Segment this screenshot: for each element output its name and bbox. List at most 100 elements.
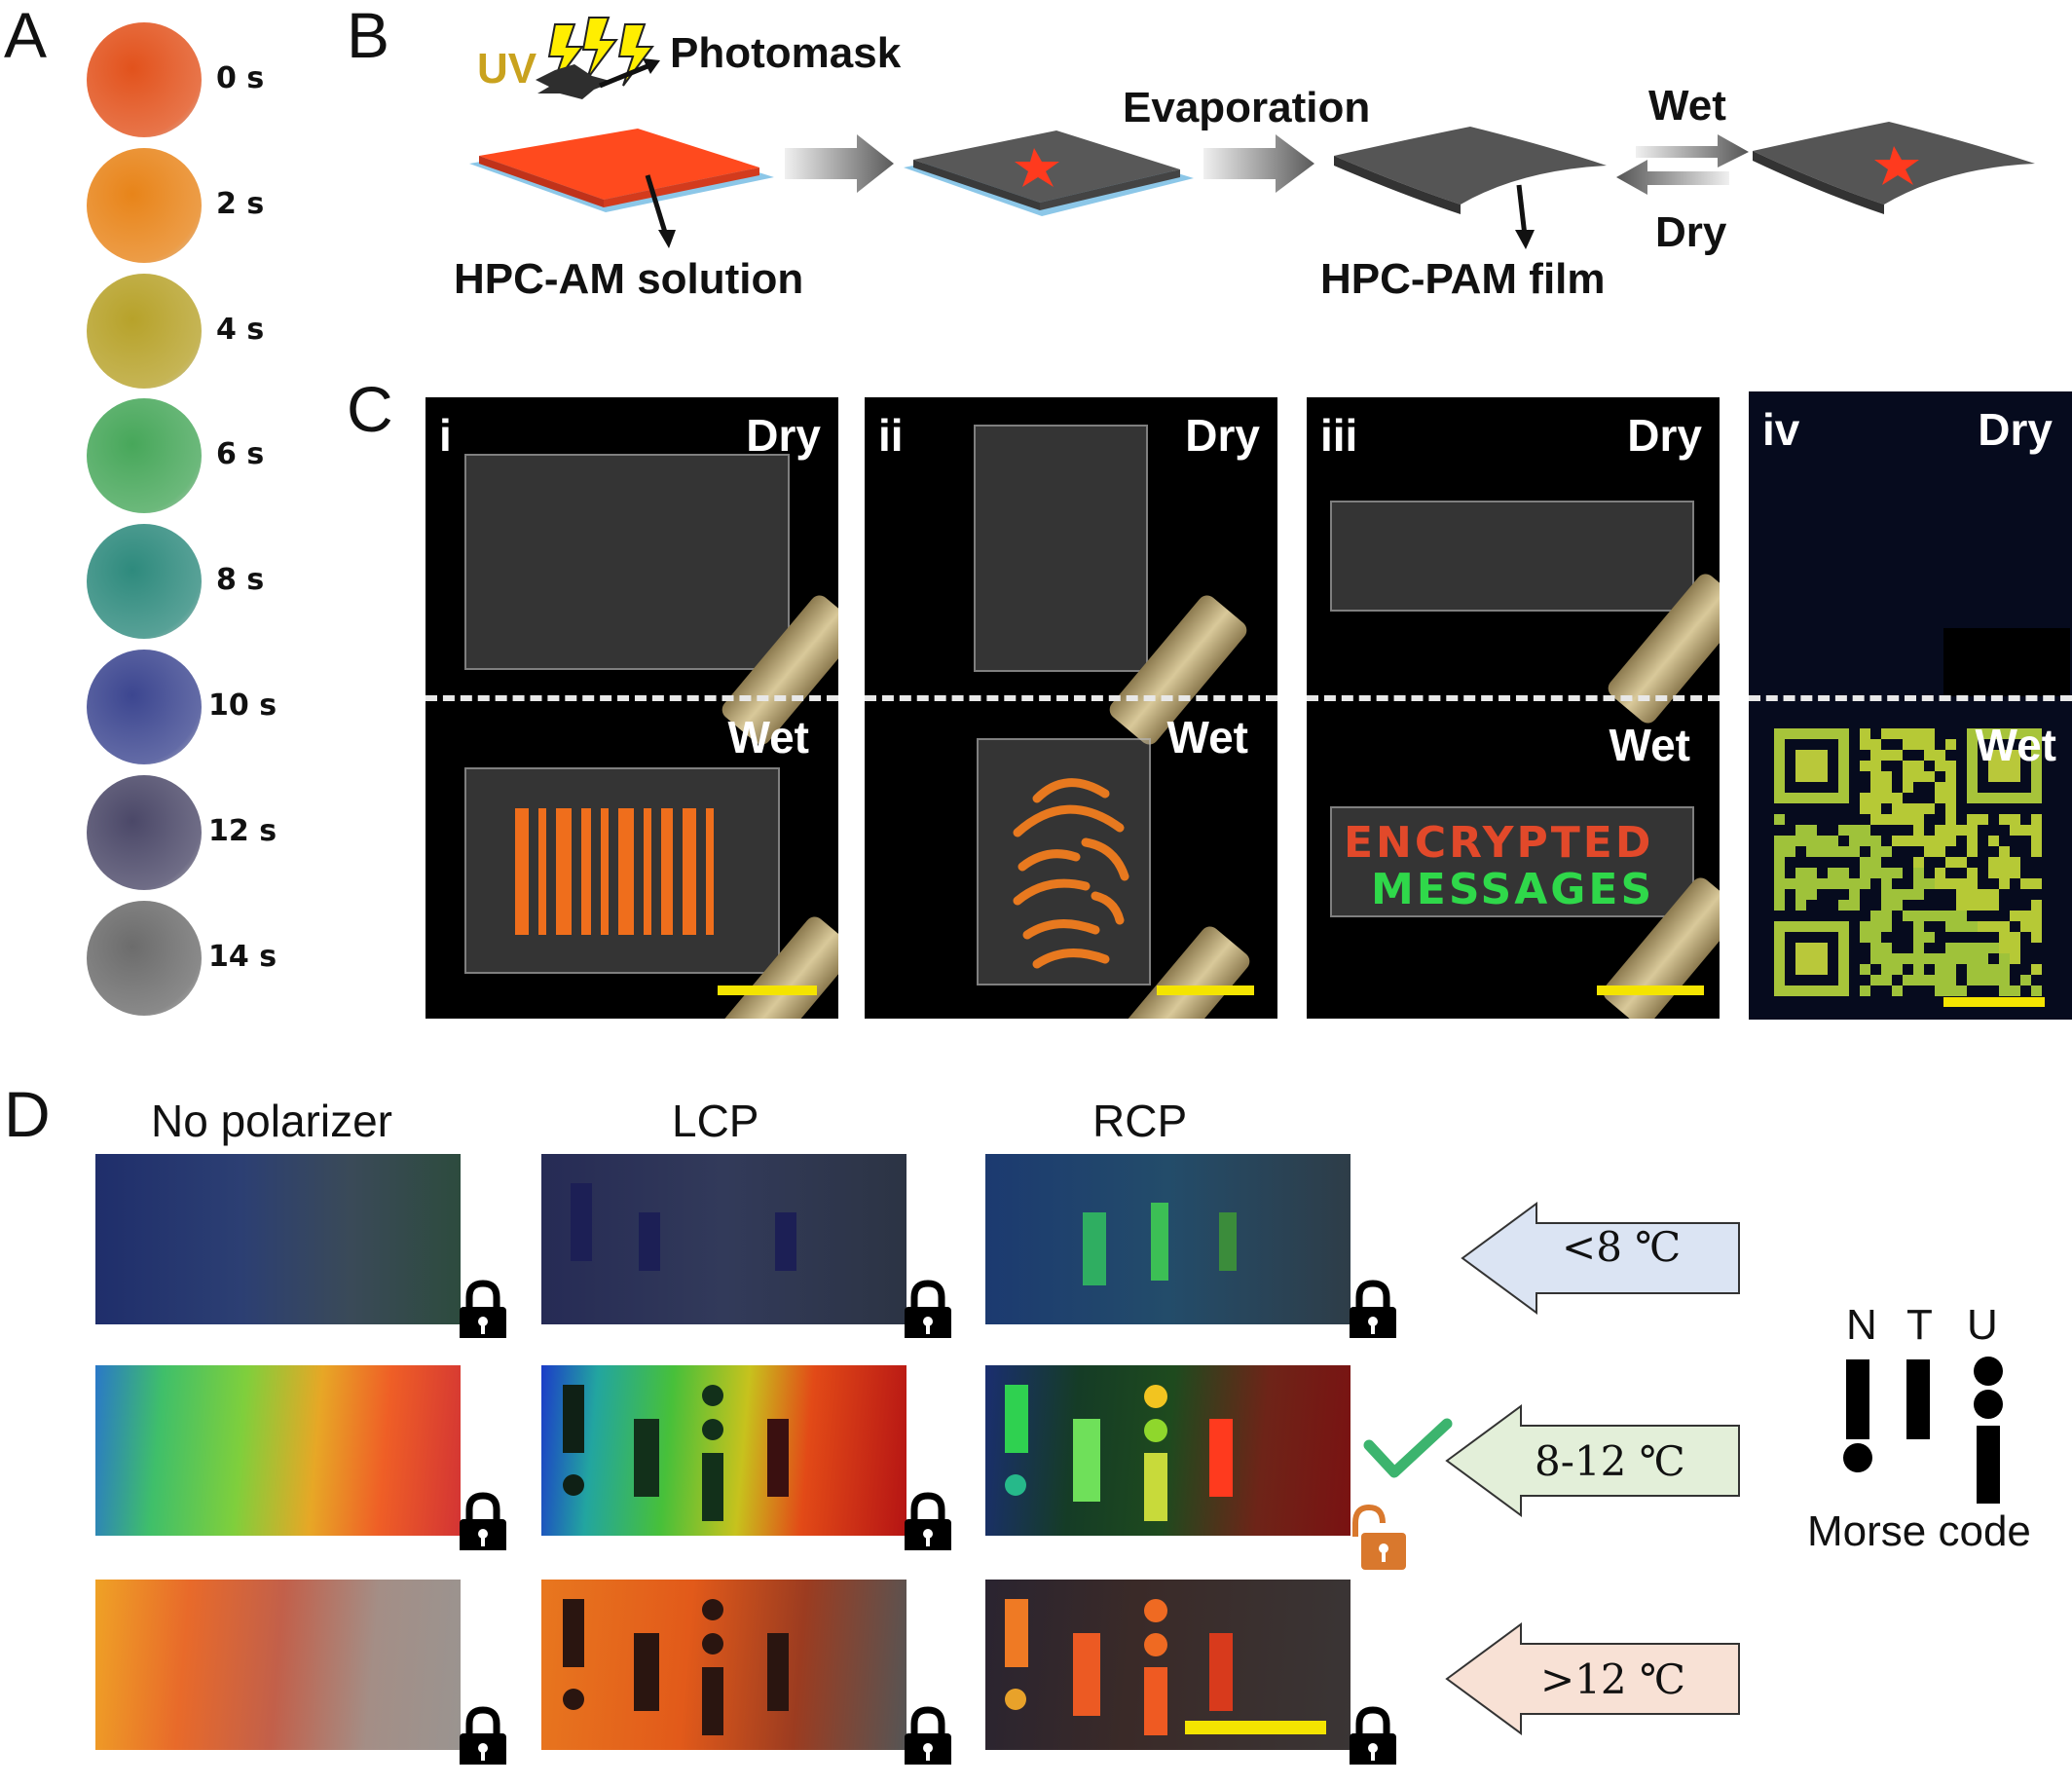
- qr-module: [2031, 964, 2042, 975]
- qr-module: [1774, 868, 1785, 878]
- qr-module: [1967, 825, 1978, 836]
- qr-module: [1935, 750, 1945, 761]
- qr-module: [1956, 985, 1967, 996]
- qr-module: [1967, 943, 1978, 953]
- qr-module: [1870, 761, 1881, 771]
- qr-module: [1870, 782, 1881, 793]
- qr-module: [1849, 878, 1860, 889]
- qr-module: [1978, 900, 1988, 911]
- qr-module: [1903, 728, 1913, 739]
- qr-module: [1935, 793, 1945, 803]
- photo-panel-iii: iii Dry Wet ENCRYPTED MESSAGES: [1307, 397, 1720, 1019]
- qr-module: [2031, 911, 2042, 921]
- qr-module: [1945, 878, 1956, 889]
- wet-label-ii: Wet: [1166, 712, 1249, 762]
- qr-module: [1913, 921, 1924, 932]
- dry-label-ii: Dry: [1185, 410, 1260, 461]
- dry-wet-divider: [865, 695, 1277, 701]
- qr-module: [1956, 900, 1967, 911]
- qr-module: [1956, 825, 1967, 836]
- scale-bar: [718, 985, 817, 995]
- qr-module: [1967, 868, 1978, 878]
- qr-module: [1945, 911, 1956, 921]
- qr-module: [1935, 846, 1945, 857]
- qr-module: [1903, 836, 1913, 846]
- qr-module: [2010, 814, 2020, 825]
- barcode-bar: [661, 808, 673, 935]
- qr-module: [1795, 889, 1806, 900]
- qr-module: [2031, 878, 2042, 889]
- lock-icon: [460, 1706, 506, 1765]
- qr-module: [1913, 975, 1924, 985]
- qr-module: [1806, 878, 1817, 889]
- qr-module: [1795, 878, 1806, 889]
- qr-module: [2031, 985, 2042, 996]
- qr-module: [1913, 825, 1924, 836]
- time-label: 14 s: [208, 940, 278, 974]
- qr-module: [1870, 771, 1881, 782]
- temp-label-mid: 8-12 ℃: [1535, 1437, 1685, 1485]
- qr-finder-pattern: [1795, 750, 1828, 782]
- time-label: 12 s: [208, 814, 278, 848]
- lock-icon: [460, 1280, 506, 1338]
- scale-bar: [1597, 985, 1704, 995]
- qr-module: [1967, 900, 1978, 911]
- qr-module: [1838, 825, 1849, 836]
- qr-module: [1870, 803, 1881, 814]
- qr-module: [1967, 836, 1978, 846]
- qr-module: [1924, 771, 1935, 782]
- qr-module: [2031, 921, 2042, 932]
- morse-letter-u: U: [1967, 1301, 1998, 1349]
- qr-module: [2010, 857, 2020, 868]
- qr-module: [1913, 932, 1924, 943]
- qr-module: [1785, 878, 1795, 889]
- qr-module: [1892, 985, 1903, 996]
- qr-module: [1892, 900, 1903, 911]
- panel-label-b: B: [347, 0, 390, 71]
- sample-image: [95, 1580, 461, 1750]
- scale-bar: [1943, 997, 2045, 1007]
- qr-module: [1774, 814, 1785, 825]
- qr-module: [1967, 953, 1978, 964]
- qr-module: [2020, 975, 2031, 985]
- qr-module: [1806, 825, 1817, 836]
- qr-module: [1860, 739, 1870, 750]
- qr-module: [1860, 836, 1870, 846]
- qr-module: [1838, 846, 1849, 857]
- lock-icon: [460, 1492, 506, 1550]
- qr-module: [1870, 932, 1881, 943]
- sample-image: [95, 1154, 461, 1324]
- qr-module: [1935, 761, 1945, 771]
- qr-module: [2020, 878, 2031, 889]
- wet-label-i: Wet: [727, 712, 810, 762]
- sample-image: [541, 1365, 906, 1536]
- qr-module: [1935, 868, 1945, 878]
- qr-module: [1988, 964, 1999, 975]
- uv-label: UV: [477, 45, 537, 93]
- qr-module: [1870, 750, 1881, 761]
- qr-module: [1967, 889, 1978, 900]
- qr-module: [1795, 836, 1806, 846]
- qr-module: [1988, 975, 1999, 985]
- qr-module: [1860, 985, 1870, 996]
- qr-module: [1849, 846, 1860, 857]
- qr-module: [1860, 878, 1870, 889]
- panel-label-d: D: [4, 1078, 51, 1150]
- qr-module: [1999, 868, 2010, 878]
- qr-module: [2010, 985, 2020, 996]
- qr-module: [1913, 953, 1924, 964]
- color-disc: [87, 901, 202, 1016]
- panel-label-a: A: [4, 0, 48, 71]
- panel-numeral-i: i: [439, 410, 452, 461]
- qr-module: [1956, 878, 1967, 889]
- barcode-bar: [618, 808, 634, 935]
- qr-module: [1945, 985, 1956, 996]
- qr-module: [1795, 900, 1806, 911]
- qr-module: [1903, 761, 1913, 771]
- qr-module: [2031, 900, 2042, 911]
- qr-module: [1913, 836, 1924, 846]
- qr-module: [1828, 878, 1838, 889]
- qr-module: [1806, 889, 1817, 900]
- qr-module: [1978, 814, 1988, 825]
- sample-image: [985, 1154, 1350, 1324]
